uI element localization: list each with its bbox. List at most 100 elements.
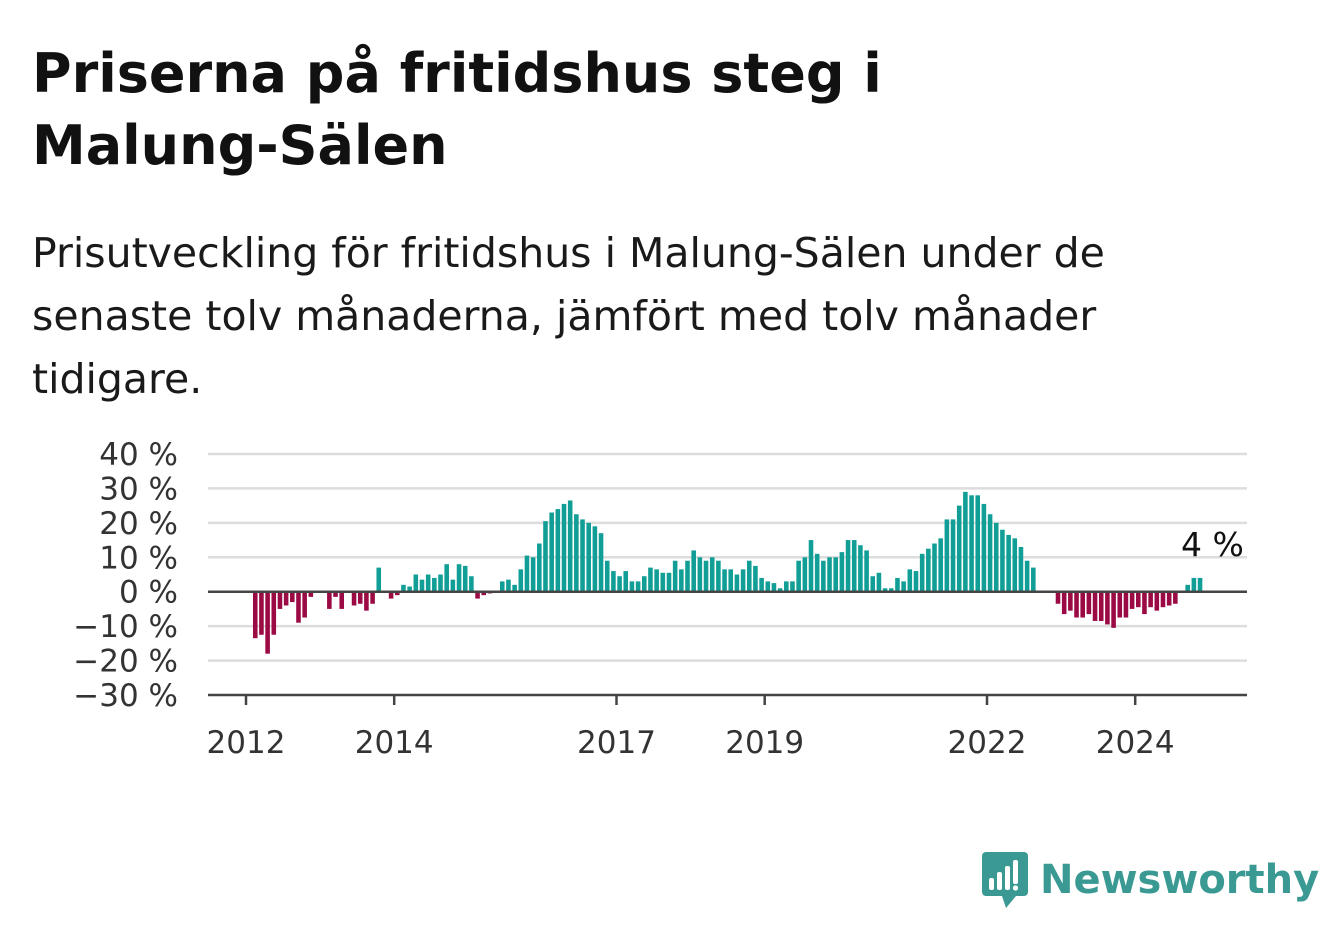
bar [944,519,950,592]
bar [870,576,876,592]
bar [252,591,258,639]
x-tick-label: 2022 [948,725,1027,761]
bar [524,555,530,592]
y-tick-label: 40 % [99,437,178,473]
bar [327,591,332,609]
bar [506,579,511,592]
bar [728,569,734,592]
x-tick-label: 2024 [1096,725,1175,761]
bar [419,579,425,592]
bar [938,538,943,592]
bar [1092,591,1098,621]
x-tick-label: 2017 [577,725,656,761]
tick-labels: 40 %30 %20 %10 %0 %−10 %−20 %−30 % 2012 20… [73,437,1174,761]
axes [208,590,1247,705]
bar [351,591,357,606]
bar [784,581,789,592]
bar [1154,591,1160,611]
bar [456,564,462,592]
bar [586,522,591,592]
bar [1012,538,1018,592]
bar [1068,591,1073,611]
bar [555,509,561,592]
bar [740,569,746,592]
bar [722,569,727,592]
bar [907,569,913,592]
bar [895,577,900,592]
bar [1123,591,1129,618]
bar [339,591,344,609]
bar [660,572,666,592]
bar [1080,591,1085,618]
bar [1191,577,1197,592]
bar [926,548,931,592]
bar [709,557,715,592]
bar [654,569,659,592]
bar [666,572,672,592]
bar [833,557,838,592]
y-tick-label: 20 % [99,506,178,542]
bar [1086,591,1092,615]
bar [308,591,314,597]
bar [827,557,832,592]
bar [1117,591,1123,618]
bar [851,540,857,592]
bar [1197,577,1203,592]
bar [981,503,987,592]
bar [845,540,851,592]
chart-title: Priserna på fritidshus steg i Malung-Säl… [32,42,882,177]
bar [932,543,937,592]
bar [691,550,696,592]
latest-value-annotation: 4 % [1181,525,1244,564]
bar [975,495,981,592]
bar [432,577,437,592]
bar [672,560,678,592]
brand-name: Newsworthy [1040,857,1320,903]
bar [388,591,394,599]
bar [716,560,721,592]
bar [808,540,814,592]
bar [771,583,777,592]
bar [549,512,554,592]
bar [561,503,567,592]
bar [277,591,283,609]
bar [530,557,536,592]
bar [401,584,406,592]
bar [1136,591,1141,608]
bar [1061,591,1067,615]
bar [376,567,382,592]
bar [1031,567,1036,592]
bar [703,560,709,592]
bar [1111,591,1116,628]
bar [685,560,690,592]
bar [543,521,548,592]
bar [753,565,758,592]
bar [814,553,820,592]
bar [265,591,270,654]
bar [413,574,419,592]
bar [882,588,888,592]
bar [604,560,610,592]
bar [271,591,277,635]
y-tick-label: 0 % [119,575,178,611]
bar [598,533,604,592]
bar [1024,560,1030,592]
bar [635,581,641,592]
bar [259,591,264,635]
bar [802,557,808,592]
bar [956,505,962,592]
bar [858,545,863,592]
bar [993,522,999,592]
bar [370,591,375,604]
bar [469,576,474,592]
bar [796,560,801,592]
bar [790,581,795,592]
bar [475,591,480,599]
bar [777,588,783,592]
bar [987,514,993,592]
bar [592,526,598,592]
bar [901,581,906,592]
bar [296,591,301,623]
chart-subtitle: Prisutveckling för fritidshus i Malung-S… [32,229,1105,403]
bar [1074,591,1079,618]
